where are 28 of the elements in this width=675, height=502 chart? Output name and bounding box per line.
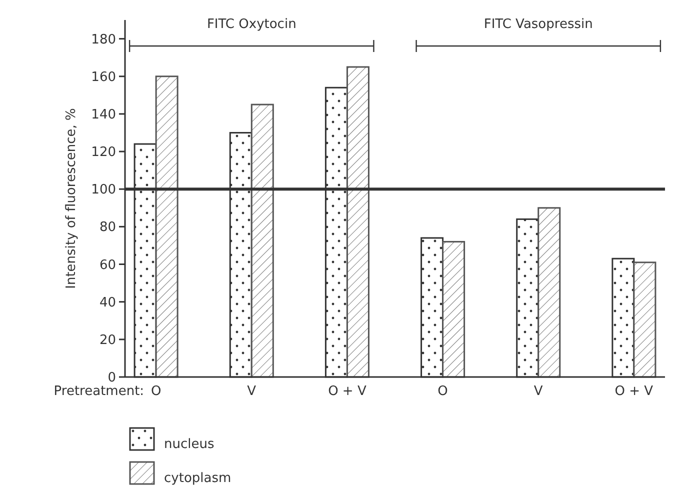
- x-tick-label: V: [534, 384, 543, 399]
- legend-label: nucleus: [164, 437, 214, 452]
- y-tick-label: 80: [99, 220, 116, 236]
- x-tick-label: V: [247, 384, 256, 399]
- bar: [346, 66, 370, 378]
- bar: [538, 207, 561, 378]
- y-tick-label: 100: [91, 182, 116, 198]
- x-tick-label: O + V: [328, 384, 366, 399]
- bar: [250, 104, 274, 378]
- x-tick-label: O + V: [614, 384, 654, 399]
- y-tick-label: 20: [99, 332, 116, 348]
- bar: [442, 240, 466, 378]
- y-tick-label: 160: [91, 70, 116, 85]
- x-axis-title: Pretreatment:: [54, 384, 144, 399]
- y-tick-label: 140: [91, 107, 116, 122]
- bar: [633, 262, 656, 378]
- y-tick-label: 0: [108, 370, 116, 386]
- y-tick-label: 60: [99, 258, 116, 273]
- annotation: FITC Oxytocin: [206, 17, 296, 32]
- y-tick-label: 120: [91, 145, 116, 160]
- y-axis-title: Intensity of fluorescence, %: [64, 108, 79, 289]
- legend-label: cytoplasm: [164, 471, 232, 486]
- bar: [155, 76, 178, 378]
- y-tick-label: 180: [91, 32, 116, 48]
- y-tick-label: 40: [99, 295, 116, 310]
- annotation: FITC Vasopressin: [484, 17, 593, 32]
- x-tick-label: O: [438, 384, 448, 399]
- x-tick-label: O: [150, 384, 162, 399]
